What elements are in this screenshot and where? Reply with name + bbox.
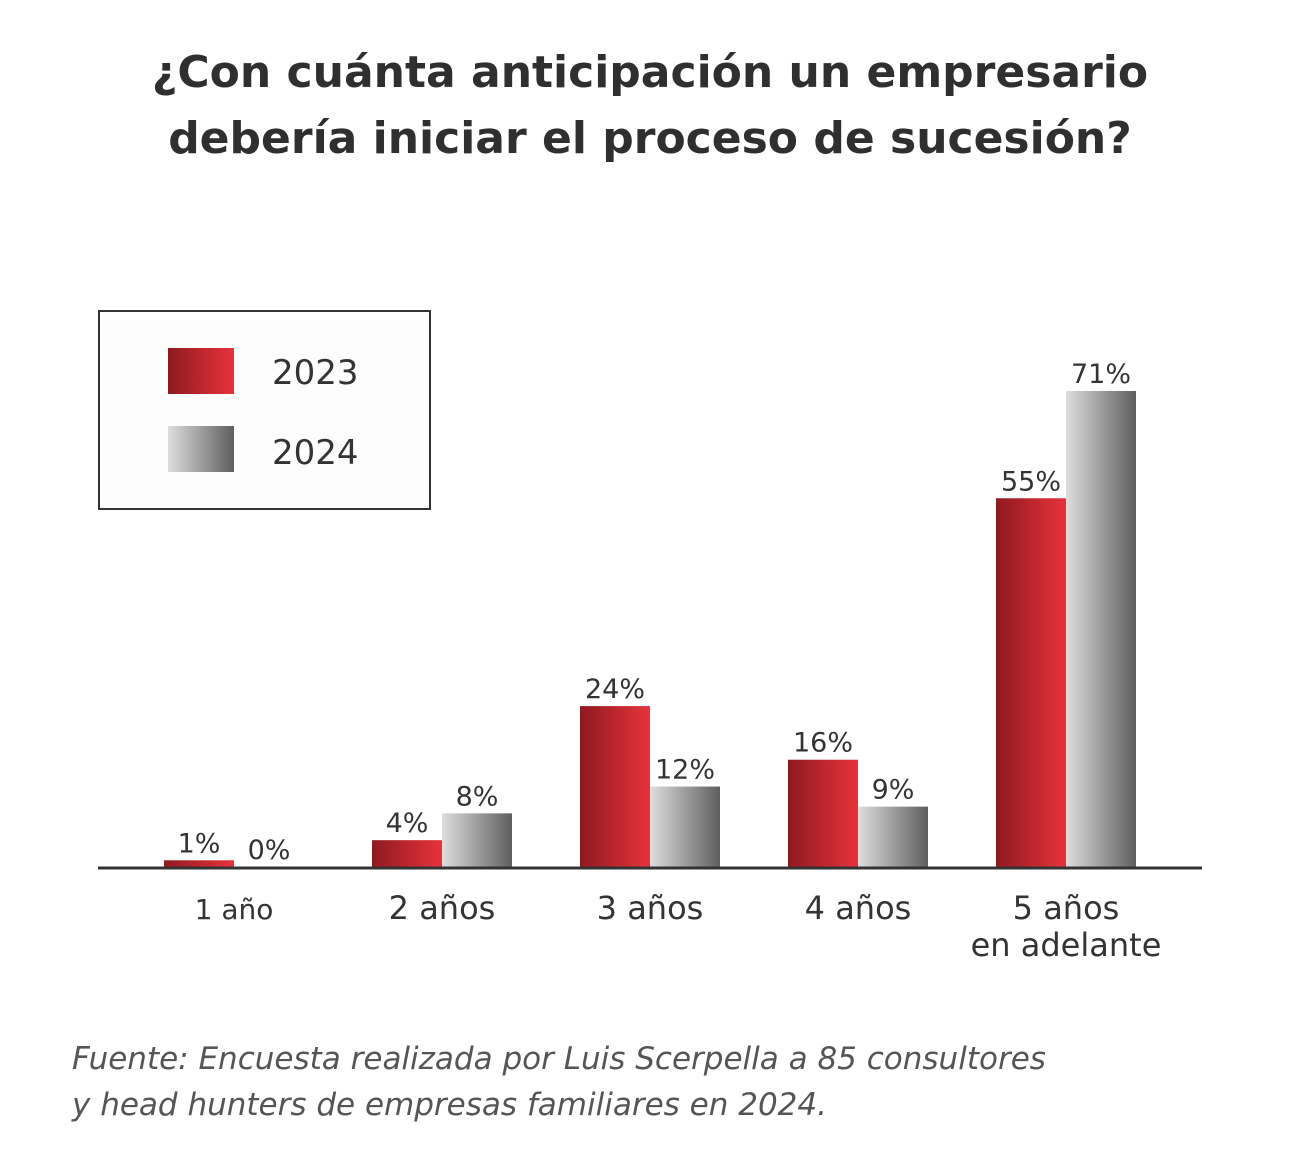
source-line-1: Fuente: Encuesta realizada por Luis Scer… (72, 1041, 1046, 1077)
value-label-2024-1: 0% (248, 835, 291, 866)
bar-2024-4 (858, 806, 928, 867)
legend-box (98, 310, 431, 510)
value-label-2023-5: 55% (1001, 466, 1061, 497)
bar-2023-3 (580, 706, 650, 867)
category-label-2: 2 años (389, 889, 496, 927)
value-label-2024-4: 9% (872, 775, 915, 806)
bar-2024-3 (650, 786, 720, 867)
value-label-2023-1: 1% (178, 828, 221, 859)
value-label-2024-5: 71% (1071, 359, 1131, 390)
legend-swatch-2023 (168, 348, 234, 394)
legend-label-2023: 2023 (272, 353, 359, 393)
source-line-2: y head hunters de empresas familiares en… (72, 1087, 827, 1123)
category-label-3: 3 años (597, 889, 704, 927)
value-label-2024-2: 8% (456, 781, 499, 812)
legend-swatch-2024 (168, 426, 234, 472)
bars (164, 391, 1136, 867)
bar-2024-5 (1066, 391, 1136, 867)
chart-title-line-2: debería iniciar el proceso de sucesión? (168, 113, 1132, 164)
legend-label-2024: 2024 (272, 433, 359, 473)
chart-title-line-1: ¿Con cuánta anticipación un empresario (151, 47, 1149, 98)
bar-2023-4 (788, 759, 858, 867)
category-label-5-line-1: 5 años (1013, 889, 1120, 927)
bar-2023-5 (996, 498, 1066, 867)
value-labels: 1% 0% 4% 8% 24% 12% 16% 9% 55% 71% (178, 359, 1131, 866)
value-label-2024-3: 12% (655, 755, 715, 786)
legend: 2023 2024 (98, 310, 431, 510)
bar-2024-2 (442, 813, 512, 867)
value-label-2023-3: 24% (585, 674, 645, 705)
chart-title: ¿Con cuánta anticipación un empresario d… (0, 40, 1300, 172)
category-label-5-line-2: en adelante (971, 926, 1162, 964)
bar-2023-1 (164, 860, 234, 867)
value-label-2023-4: 16% (793, 728, 853, 759)
category-label-1: 1 año (195, 893, 274, 926)
source-note: Fuente: Encuesta realizada por Luis Scer… (72, 1036, 1272, 1128)
value-label-2023-2: 4% (386, 808, 429, 839)
bar-2023-2 (372, 840, 442, 867)
bar-chart: 2023 2024 1% 0% 4% 8% 24% 12% 16% 9% 55% 71% 1 añ… (98, 310, 1202, 964)
category-label-4: 4 años (805, 889, 912, 927)
